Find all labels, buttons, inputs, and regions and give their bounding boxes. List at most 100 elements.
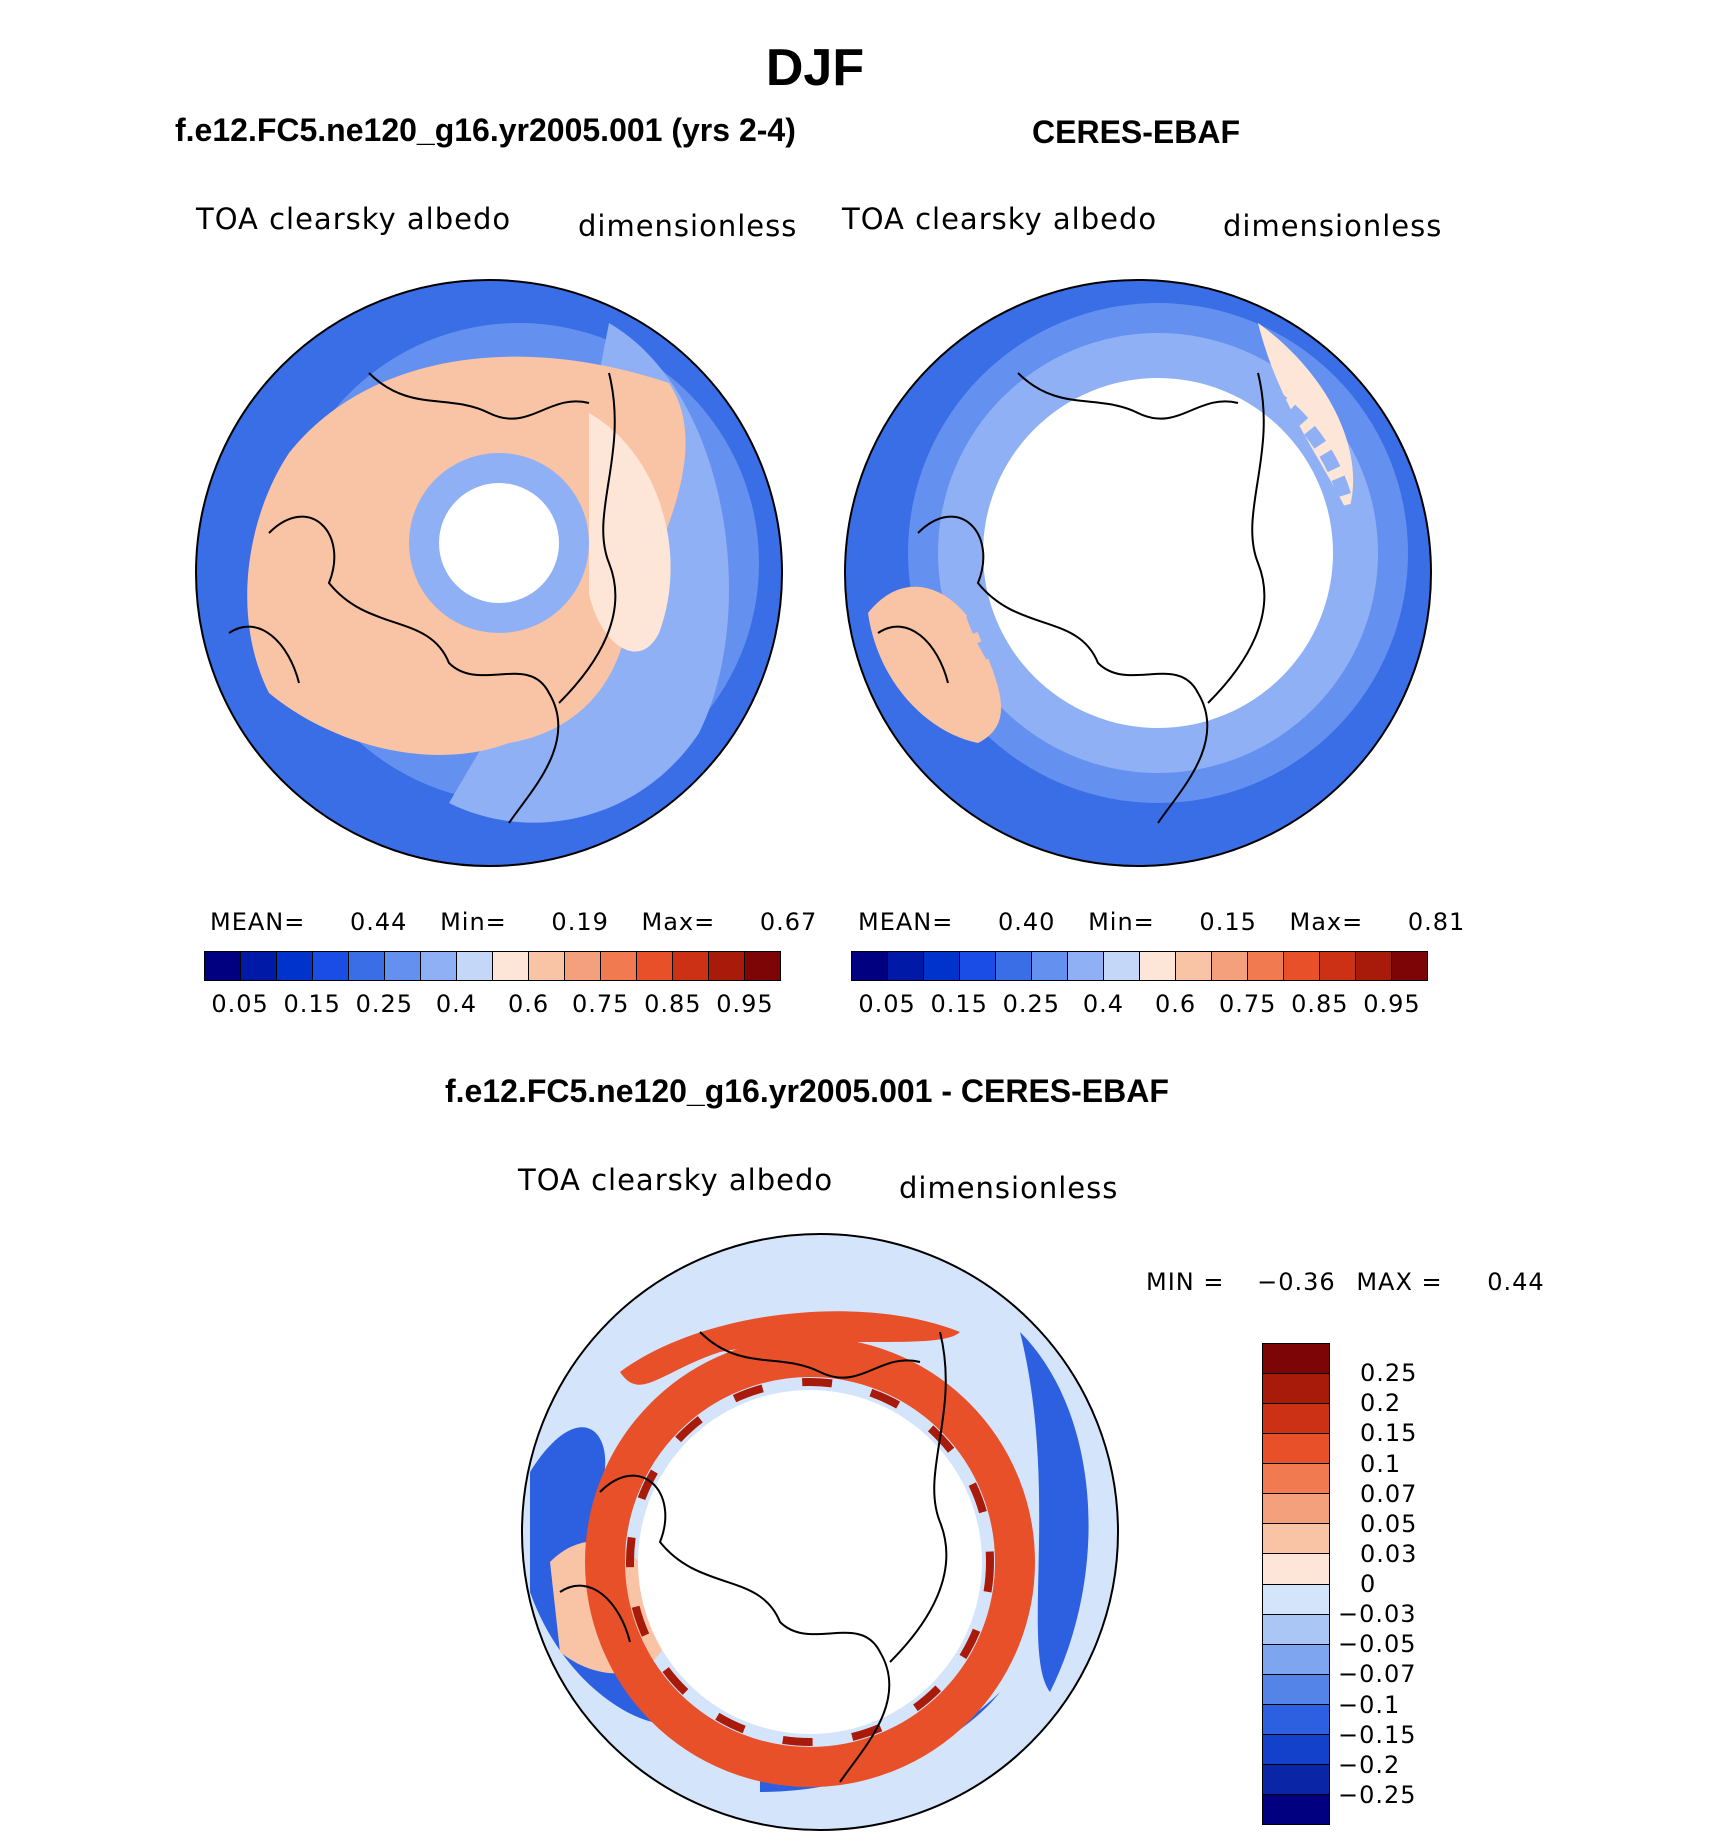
colorbar-tick-label: −0.05 — [1338, 1630, 1417, 1659]
colorbar-swatch — [673, 952, 709, 980]
colorbar-swatch — [1104, 952, 1140, 980]
colorbar-tick-label: 0.95 — [1363, 990, 1421, 1018]
panel-1-colorbar-ticks: 0.05 0.15 0.25 0.4 0.6 0.75 0.85 0.95 — [204, 990, 779, 1020]
colorbar-swatch — [888, 952, 924, 980]
colorbar-swatch — [565, 952, 601, 980]
colorbar-tick-label: 0.05 — [1360, 1509, 1418, 1538]
diff-colorbar-ticks: 0.25 0.2 0.15 0.1 0.07 0.05 0.03 0 −0.03 −0.05 −0.… — [1338, 1343, 1458, 1823]
colorbar-tick-label: −0.25 — [1338, 1780, 1417, 1809]
panel-2-max-value: 0.81 — [1407, 908, 1466, 936]
panel-2-colorbar — [851, 951, 1428, 981]
colorbar-swatch — [1176, 952, 1212, 980]
diff-colorbar — [1262, 1343, 1330, 1825]
colorbar-swatch — [1263, 1764, 1329, 1795]
colorbar-swatch — [1263, 1554, 1329, 1585]
colorbar-swatch — [996, 952, 1032, 980]
panel-2-min-label: Min= — [1088, 908, 1155, 936]
panel-1-title: f.e12.FC5.ne120_g16.yr2005.001 (yrs 2-4) — [175, 112, 796, 148]
colorbar-swatch — [1263, 1584, 1329, 1615]
panel-1-variable-label: TOA clearsky albedo — [196, 202, 512, 236]
panel-1-max-label: Max= — [641, 908, 716, 936]
colorbar-swatch — [385, 952, 421, 980]
colorbar-tick-label: 0.4 — [1082, 990, 1125, 1018]
diff-panel-title: f.e12.FC5.ne120_g16.yr2005.001 - CERES-E… — [445, 1073, 1169, 1109]
colorbar-swatch — [1263, 1734, 1329, 1765]
panel-1-stats: MEAN= 0.44 Min= 0.19 Max= 0.67 — [210, 908, 817, 936]
diff-min-value: −0.36 — [1257, 1268, 1336, 1296]
colorbar-tick-label: 0.15 — [283, 990, 341, 1018]
panel-1-max-value: 0.67 — [759, 908, 818, 936]
colorbar-tick-label: 0.75 — [571, 990, 630, 1018]
colorbar-swatch — [601, 952, 637, 980]
colorbar-swatch — [1263, 1494, 1329, 1525]
colorbar-swatch — [637, 952, 673, 980]
colorbar-swatch — [1263, 1704, 1329, 1735]
colorbar-tick-label: −0.15 — [1338, 1720, 1417, 1749]
colorbar-tick-label: 0.25 — [1002, 990, 1061, 1018]
panel-1-mean-label: MEAN= — [210, 908, 306, 936]
panel-2-polar-map — [844, 279, 1432, 867]
colorbar-tick-label: 0.05 — [858, 990, 916, 1018]
colorbar-tick-label: −0.07 — [1338, 1660, 1417, 1689]
colorbar-tick-label: −0.2 — [1338, 1750, 1401, 1779]
colorbar-swatch — [1032, 952, 1068, 980]
colorbar-tick-label: 0.85 — [644, 990, 702, 1018]
colorbar-swatch — [960, 952, 996, 980]
colorbar-swatch — [457, 952, 493, 980]
panel-2-max-label: Max= — [1289, 908, 1364, 936]
colorbar-tick-label: 0.15 — [1360, 1419, 1418, 1448]
panel-2-min-value: 0.15 — [1199, 908, 1257, 936]
colorbar-swatch — [1263, 1794, 1329, 1824]
colorbar-tick-label: −0.1 — [1338, 1690, 1401, 1719]
panel-1-units-label: dimensionless — [578, 209, 798, 243]
colorbar-tick-label: 0.95 — [716, 990, 774, 1018]
colorbar-swatch — [924, 952, 960, 980]
colorbar-swatch — [1263, 1344, 1329, 1375]
colorbar-tick-label: 0.25 — [1360, 1359, 1418, 1388]
colorbar-tick-label: 0.85 — [1291, 990, 1349, 1018]
panel-1-min-value: 0.19 — [551, 908, 609, 936]
colorbar-tick-label: 0.2 — [1360, 1389, 1402, 1418]
colorbar-tick-label: 0.07 — [1360, 1479, 1418, 1508]
diff-max-label: MAX = — [1356, 1268, 1443, 1296]
panel-2-units-label: dimensionless — [1223, 209, 1443, 243]
page-title: DJF — [765, 39, 865, 97]
diff-polar-map — [521, 1233, 1119, 1831]
colorbar-swatch — [1140, 952, 1176, 980]
diff-max-value: 0.44 — [1487, 1268, 1545, 1296]
panel-2-colorbar-ticks: 0.05 0.15 0.25 0.4 0.6 0.75 0.85 0.95 — [851, 990, 1426, 1020]
panel-1-mean-value: 0.44 — [350, 908, 408, 936]
colorbar-swatch — [852, 952, 888, 980]
colorbar-tick-label: 0.75 — [1218, 990, 1277, 1018]
colorbar-swatch — [313, 952, 349, 980]
diff-min-label: MIN = — [1146, 1268, 1225, 1296]
colorbar-swatch — [349, 952, 385, 980]
panel-2-title: CERES-EBAF — [1032, 114, 1241, 150]
colorbar-swatch — [421, 952, 457, 980]
colorbar-swatch — [1263, 1374, 1329, 1405]
colorbar-swatch — [1392, 952, 1427, 980]
colorbar-swatch — [529, 952, 565, 980]
colorbar-tick-label: 0.25 — [355, 990, 414, 1018]
panel-1-polar-map — [195, 279, 783, 867]
colorbar-swatch — [1248, 952, 1284, 980]
diff-variable-label: TOA clearsky albedo — [518, 1163, 834, 1197]
colorbar-swatch — [1356, 952, 1392, 980]
colorbar-swatch — [1263, 1674, 1329, 1705]
panel-1-colorbar — [204, 951, 781, 981]
panel-2-variable-label: TOA clearsky albedo — [842, 202, 1158, 236]
colorbar-swatch — [493, 952, 529, 980]
colorbar-tick-label: 0.15 — [930, 990, 988, 1018]
colorbar-swatch — [277, 952, 313, 980]
colorbar-swatch — [1320, 952, 1356, 980]
colorbar-tick-label: 0.03 — [1360, 1539, 1418, 1568]
colorbar-swatch — [1212, 952, 1248, 980]
diff-units-label: dimensionless — [899, 1171, 1119, 1205]
colorbar-tick-label: 0.05 — [211, 990, 269, 1018]
panel-2-mean-value: 0.40 — [998, 908, 1056, 936]
panel-1-min-label: Min= — [440, 908, 507, 936]
colorbar-swatch — [1263, 1614, 1329, 1645]
colorbar-swatch — [1263, 1464, 1329, 1495]
colorbar-swatch — [1068, 952, 1104, 980]
colorbar-tick-label: 0.6 — [1154, 990, 1197, 1018]
